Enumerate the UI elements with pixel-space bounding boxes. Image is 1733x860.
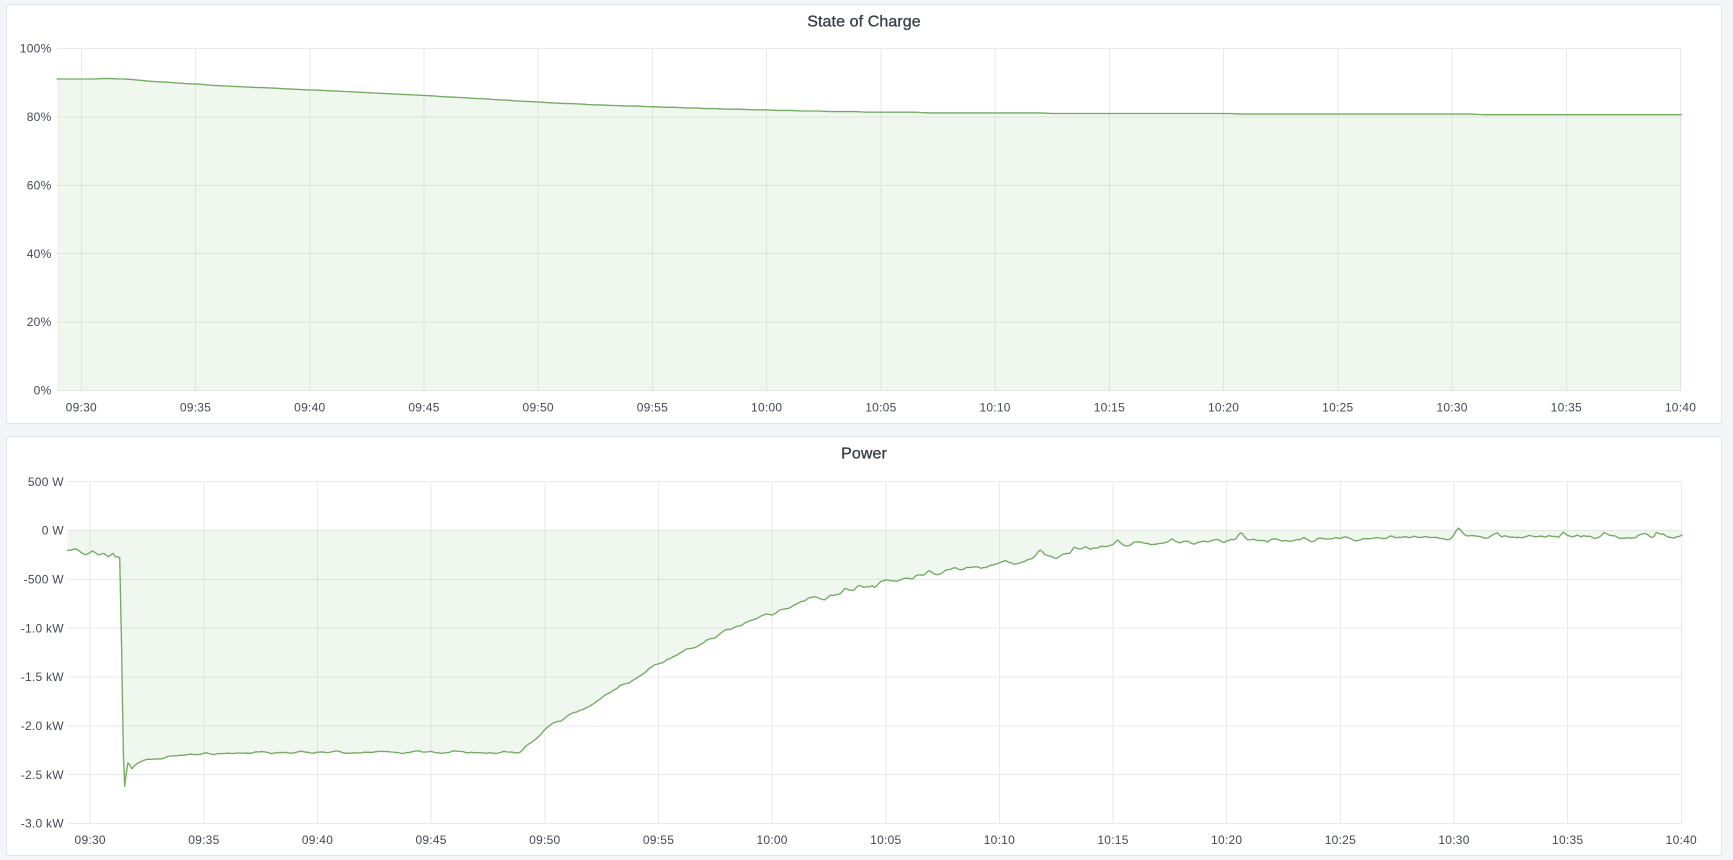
svg-text:10:35: 10:35	[1552, 833, 1583, 847]
svg-text:09:30: 09:30	[66, 401, 97, 415]
svg-text:09:35: 09:35	[180, 401, 211, 415]
svg-text:-1.0 kW: -1.0 kW	[21, 621, 65, 635]
svg-text:40%: 40%	[27, 247, 52, 261]
svg-text:09:50: 09:50	[529, 833, 560, 847]
svg-text:State of Charge: State of Charge	[807, 14, 921, 31]
svg-text:10:40: 10:40	[1665, 401, 1696, 415]
svg-text:10:25: 10:25	[1325, 833, 1356, 847]
svg-text:80%: 80%	[27, 110, 52, 124]
svg-text:0%: 0%	[34, 384, 52, 398]
svg-text:-2.0 kW: -2.0 kW	[21, 719, 65, 733]
svg-text:10:15: 10:15	[1094, 401, 1125, 415]
svg-text:10:10: 10:10	[979, 401, 1010, 415]
svg-text:10:35: 10:35	[1551, 401, 1582, 415]
svg-text:10:30: 10:30	[1436, 401, 1467, 415]
svg-text:-2.5 kW: -2.5 kW	[21, 768, 65, 782]
svg-text:09:55: 09:55	[643, 833, 674, 847]
svg-text:09:55: 09:55	[637, 401, 668, 415]
svg-text:10:30: 10:30	[1438, 833, 1469, 847]
svg-text:10:20: 10:20	[1211, 833, 1242, 847]
svg-text:10:05: 10:05	[870, 833, 901, 847]
svg-text:09:45: 09:45	[415, 833, 446, 847]
svg-text:Power: Power	[841, 446, 887, 463]
svg-text:10:25: 10:25	[1322, 401, 1353, 415]
svg-text:10:20: 10:20	[1208, 401, 1239, 415]
svg-text:-3.0 kW: -3.0 kW	[21, 817, 65, 831]
svg-text:10:00: 10:00	[751, 401, 782, 415]
svg-text:09:40: 09:40	[294, 401, 325, 415]
svg-text:0 W: 0 W	[42, 524, 65, 538]
svg-text:-1.5 kW: -1.5 kW	[21, 670, 65, 684]
svg-text:09:40: 09:40	[302, 833, 333, 847]
svg-text:09:45: 09:45	[408, 401, 439, 415]
svg-text:09:50: 09:50	[523, 401, 554, 415]
svg-text:10:05: 10:05	[865, 401, 896, 415]
svg-text:10:00: 10:00	[756, 833, 787, 847]
svg-text:100%: 100%	[20, 42, 52, 56]
svg-text:10:15: 10:15	[1097, 833, 1128, 847]
svg-text:09:30: 09:30	[75, 833, 106, 847]
svg-text:20%: 20%	[27, 315, 52, 329]
svg-text:10:10: 10:10	[984, 833, 1015, 847]
svg-text:-500 W: -500 W	[24, 572, 65, 586]
svg-text:60%: 60%	[27, 178, 52, 192]
svg-text:09:35: 09:35	[188, 833, 219, 847]
svg-text:500 W: 500 W	[28, 475, 64, 489]
svg-text:10:40: 10:40	[1666, 833, 1697, 847]
